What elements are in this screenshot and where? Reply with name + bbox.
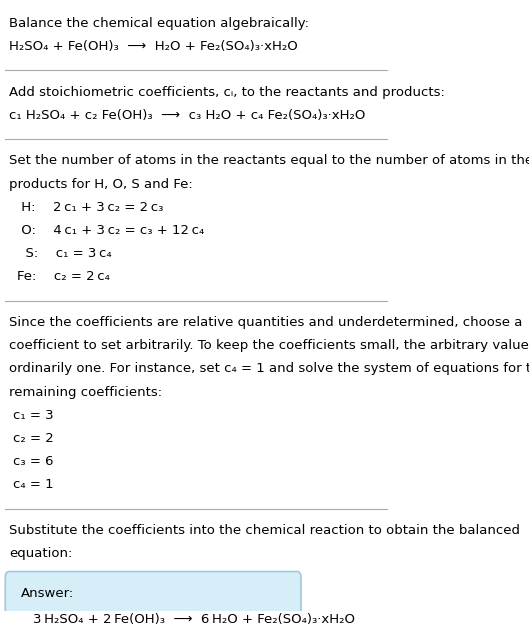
Text: Answer:: Answer: (21, 587, 74, 600)
Text: Balance the chemical equation algebraically:: Balance the chemical equation algebraica… (9, 17, 309, 29)
Text: c₁ = 3: c₁ = 3 (13, 409, 53, 422)
Text: H₂SO₄ + Fe(OH)₃  ⟶  H₂O + Fe₂(SO₄)₃·xH₂O: H₂SO₄ + Fe(OH)₃ ⟶ H₂O + Fe₂(SO₄)₃·xH₂O (9, 40, 298, 53)
Text: c₄ = 1: c₄ = 1 (13, 478, 53, 491)
Text: Since the coefficients are relative quantities and underdetermined, choose a: Since the coefficients are relative quan… (9, 316, 523, 329)
Text: c₂ = 2: c₂ = 2 (13, 432, 54, 445)
Text: S:  c₁ = 3 c₄: S: c₁ = 3 c₄ (17, 247, 112, 260)
Text: ordinarily one. For instance, set c₄ = 1 and solve the system of equations for t: ordinarily one. For instance, set c₄ = 1… (9, 362, 529, 376)
Text: products for H, O, S and Fe:: products for H, O, S and Fe: (9, 177, 193, 191)
Text: Substitute the coefficients into the chemical reaction to obtain the balanced: Substitute the coefficients into the che… (9, 524, 520, 537)
Text: Fe:  c₂ = 2 c₄: Fe: c₂ = 2 c₄ (17, 270, 110, 283)
Text: 3 H₂SO₄ + 2 Fe(OH)₃  ⟶  6 H₂O + Fe₂(SO₄)₃·xH₂O: 3 H₂SO₄ + 2 Fe(OH)₃ ⟶ 6 H₂O + Fe₂(SO₄)₃·… (32, 613, 354, 626)
Text: Set the number of atoms in the reactants equal to the number of atoms in the: Set the number of atoms in the reactants… (9, 154, 529, 167)
Text: Add stoichiometric coefficients, cᵢ, to the reactants and products:: Add stoichiometric coefficients, cᵢ, to … (9, 85, 445, 98)
Text: O:  4 c₁ + 3 c₂ = c₃ + 12 c₄: O: 4 c₁ + 3 c₂ = c₃ + 12 c₄ (17, 224, 204, 237)
FancyBboxPatch shape (5, 572, 301, 627)
Text: coefficient to set arbitrarily. To keep the coefficients small, the arbitrary va: coefficient to set arbitrarily. To keep … (9, 339, 529, 352)
Text: remaining coefficients:: remaining coefficients: (9, 386, 162, 399)
Text: c₁ H₂SO₄ + c₂ Fe(OH)₃  ⟶  c₃ H₂O + c₄ Fe₂(SO₄)₃·xH₂O: c₁ H₂SO₄ + c₂ Fe(OH)₃ ⟶ c₃ H₂O + c₄ Fe₂(… (9, 108, 366, 122)
Text: H:  2 c₁ + 3 c₂ = 2 c₃: H: 2 c₁ + 3 c₂ = 2 c₃ (17, 201, 163, 214)
Text: equation:: equation: (9, 547, 72, 560)
Text: c₃ = 6: c₃ = 6 (13, 455, 53, 468)
